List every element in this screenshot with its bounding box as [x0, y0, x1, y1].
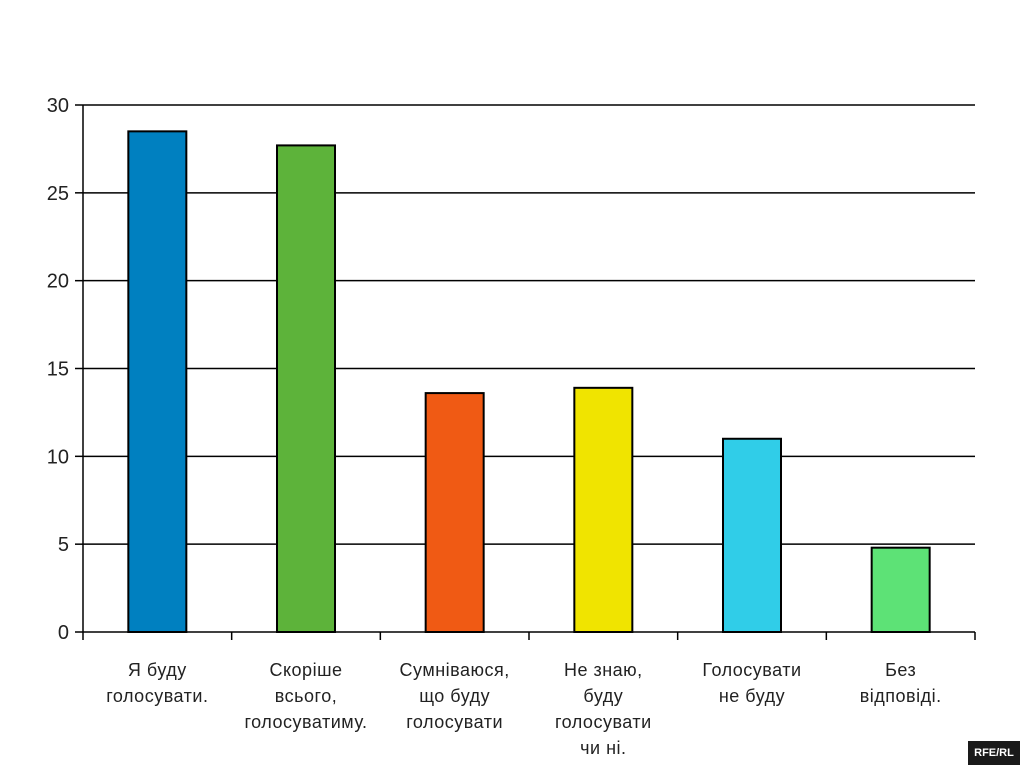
y-tick-label-25: 25 — [47, 183, 69, 205]
y-tick-label-30: 30 — [47, 95, 69, 117]
x-category-label-6: Без відповіді. — [860, 660, 942, 706]
x-category-label-4: Не знаю, буду голосувати чи ні. — [555, 660, 652, 758]
x-category-label-line: чи ні. — [580, 738, 626, 758]
bar-6 — [870, 546, 931, 633]
x-category-label-line: буду — [583, 686, 623, 706]
y-tick-label-5: 5 — [58, 534, 69, 556]
x-category-label-line: Голосувати — [702, 660, 801, 680]
bar-1 — [127, 130, 188, 633]
x-category-label-line: Скоріше — [269, 660, 342, 680]
x-category-label-3: Сумніваюся, що буду голосувати — [400, 660, 510, 732]
y-tick-label-15: 15 — [47, 359, 69, 381]
x-category-label-line: всього, — [275, 686, 337, 706]
y-tick-label-20: 20 — [47, 271, 69, 293]
x-category-label-line: голосувати. — [106, 686, 208, 706]
x-category-label-line: Я буду — [128, 660, 187, 680]
bar-2 — [276, 144, 336, 634]
x-category-label-line: Без — [885, 660, 916, 680]
x-category-label-line: відповіді. — [860, 686, 942, 706]
x-category-label-2: Скоріше всього, голосуватиму. — [244, 660, 367, 732]
x-category-label-line: Сумніваюся, — [400, 660, 510, 680]
x-category-label-line: Не знаю, — [564, 660, 643, 680]
x-category-label-line: голосувати — [555, 712, 652, 732]
x-category-label-5: Голосувати не буду — [702, 660, 801, 706]
bar-4 — [573, 386, 634, 633]
rferl-watermark: RFE/RL — [968, 741, 1020, 765]
x-category-label-line: голосувати — [406, 712, 503, 732]
bar-5 — [722, 437, 782, 633]
x-category-label-line: що буду — [419, 686, 490, 706]
y-tick-label-10: 10 — [47, 446, 69, 468]
y-tick-label-0: 0 — [58, 622, 69, 644]
x-category-label-line: голосуватиму. — [244, 712, 367, 732]
bar-3 — [424, 392, 485, 633]
x-category-label-1: Я буду голосувати. — [106, 660, 208, 706]
x-category-label-line: не буду — [719, 686, 785, 706]
